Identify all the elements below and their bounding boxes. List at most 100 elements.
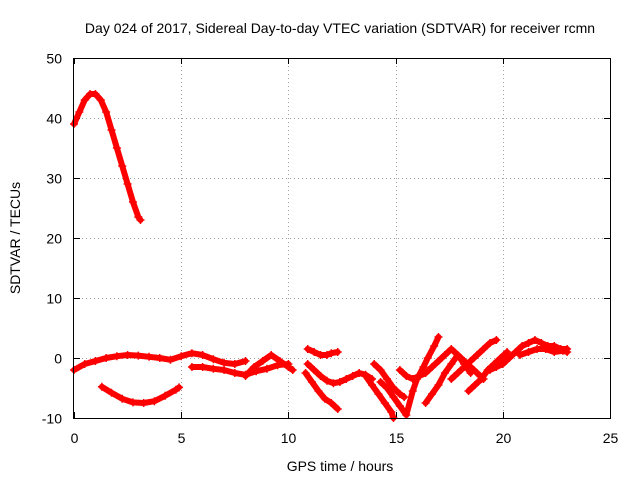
y-tick-label: 30: [46, 171, 62, 187]
data-point: [400, 393, 409, 401]
data-point: [402, 411, 411, 419]
y-axis-ticks: -10 0 10 20 30 40 50: [42, 51, 610, 427]
data-point: [428, 363, 437, 371]
data-point: [303, 345, 312, 353]
data-point: [145, 352, 154, 361]
data-point: [550, 348, 559, 356]
data-point: [284, 363, 293, 371]
data-point: [558, 346, 567, 355]
data-point: [209, 364, 218, 373]
x-axis-label: GPS time / hours: [287, 458, 394, 474]
data-point: [530, 336, 539, 344]
data-point: [440, 369, 449, 377]
data-point: [434, 333, 443, 341]
data-point: [102, 354, 111, 362]
data-point: [91, 90, 100, 98]
series-line: [71, 91, 144, 223]
data-point: [453, 369, 462, 377]
series-arc-9: [361, 372, 398, 422]
data-point: [492, 363, 501, 371]
data-point: [134, 351, 143, 360]
series-arc-1: [70, 90, 145, 224]
x-tick-label: 15: [389, 430, 405, 446]
data-point: [430, 342, 439, 350]
data-point: [466, 357, 475, 365]
data-point: [96, 96, 105, 104]
grid: [74, 58, 610, 418]
data-point: [333, 405, 342, 413]
data-point: [128, 198, 137, 206]
data-point: [434, 357, 443, 365]
series-line: [422, 352, 487, 406]
data-point: [355, 369, 364, 377]
data-point: [241, 357, 250, 365]
data-point: [220, 358, 229, 367]
data-point: [91, 357, 100, 365]
data-point: [402, 372, 411, 380]
data-point: [322, 351, 331, 359]
series-arc-10: [370, 360, 409, 401]
data-series: [70, 90, 572, 422]
data-point: [376, 378, 385, 386]
data-point: [389, 393, 398, 401]
data-point: [128, 398, 137, 407]
data-point: [310, 366, 319, 374]
y-tick-label: 10: [46, 291, 62, 307]
data-point: [250, 363, 259, 371]
y-tick-label: 40: [46, 111, 62, 127]
data-point: [97, 382, 106, 391]
data-point: [421, 399, 430, 407]
chart-title: Day 024 of 2017, Sidereal Day-to-day VTE…: [85, 20, 595, 36]
data-point: [267, 351, 276, 359]
data-point: [198, 363, 207, 371]
data-point: [460, 363, 469, 371]
series-arc-11: [376, 333, 443, 419]
data-point: [175, 383, 184, 392]
data-point: [230, 360, 239, 368]
data-point: [485, 339, 494, 347]
y-tick-label: 20: [46, 231, 62, 247]
data-point: [198, 351, 207, 359]
data-point: [329, 379, 338, 388]
data-point: [258, 357, 267, 365]
y-tick-label: 0: [54, 351, 62, 367]
data-point: [80, 96, 89, 104]
x-tick-label: 20: [496, 430, 512, 446]
data-point: [230, 369, 239, 377]
data-point: [288, 366, 297, 374]
data-point: [370, 360, 379, 368]
series-arc-17: [515, 345, 572, 359]
x-tick-label: 25: [603, 430, 619, 446]
data-point: [75, 108, 84, 116]
data-point: [177, 352, 186, 361]
data-point: [395, 390, 404, 398]
data-point: [447, 360, 456, 368]
series-arc-7: [301, 369, 342, 413]
series-arc-12: [395, 345, 475, 383]
series-line: [302, 370, 341, 412]
data-point: [503, 348, 512, 356]
data-point: [348, 372, 357, 380]
data-point: [123, 180, 132, 188]
series-line: [98, 383, 183, 406]
data-point: [479, 345, 488, 353]
data-point: [415, 372, 424, 380]
series-line: [448, 337, 500, 382]
data-point: [492, 336, 501, 344]
data-point: [374, 390, 383, 398]
data-point: [320, 394, 329, 403]
data-point: [118, 394, 127, 403]
data-point: [537, 339, 546, 347]
data-point: [453, 351, 462, 359]
series-arc-14: [447, 336, 501, 383]
data-point: [333, 348, 342, 356]
data-point: [123, 351, 132, 359]
data-point: [383, 384, 392, 392]
data-point: [118, 162, 127, 170]
data-point: [301, 369, 310, 377]
data-point: [361, 372, 370, 380]
data-point: [428, 390, 437, 398]
data-point: [395, 366, 404, 374]
data-point: [209, 355, 218, 364]
